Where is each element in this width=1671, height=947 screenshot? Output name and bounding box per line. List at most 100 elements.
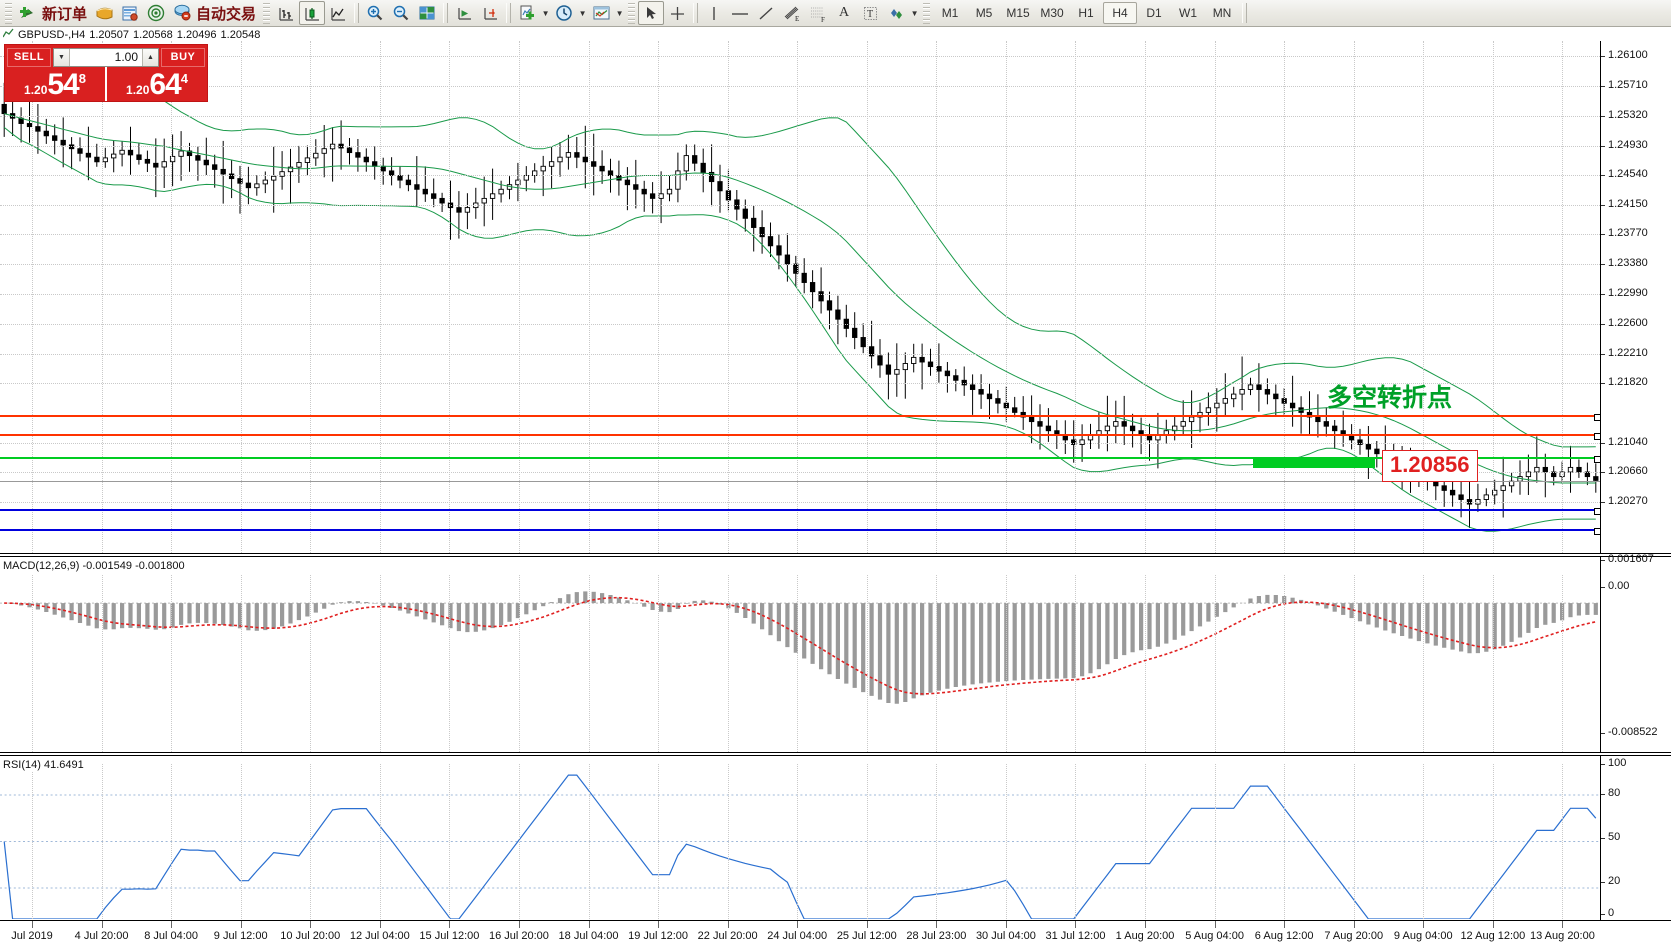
rsi-pane[interactable]: [0, 764, 1600, 919]
timeframe-m5[interactable]: M5: [975, 6, 993, 20]
objects-chevron-down-icon[interactable]: ▼: [910, 8, 919, 18]
grid-icon[interactable]: [414, 1, 440, 25]
sell-price-big: 54: [47, 68, 79, 101]
zoom-out-icon[interactable]: [388, 1, 414, 25]
svg-text:F: F: [821, 16, 825, 22]
expert-advisor-icon[interactable]: [169, 1, 195, 25]
price-axis-scale[interactable]: 1.26100 1.25710 1.25320 1.24930 1.24540 1.241…: [1600, 41, 1671, 553]
toolbar-grip[interactable]: [5, 2, 12, 24]
price-gridline: [0, 471, 1600, 473]
toolbar-separator-1: [354, 3, 360, 23]
new-order-icon[interactable]: [15, 1, 41, 25]
new-order-label[interactable]: 新订单: [42, 4, 88, 23]
buy-button[interactable]: BUY: [161, 47, 205, 67]
buy-price-display[interactable]: 1.20 64 4: [105, 67, 207, 101]
navigator-icon[interactable]: [143, 1, 169, 25]
timeframe-m15[interactable]: M15: [1006, 6, 1030, 20]
text-label-icon[interactable]: A: [838, 5, 850, 20]
time-gridline: [1562, 764, 1564, 919]
time-gridline: [379, 764, 381, 919]
objects-icon[interactable]: [883, 1, 909, 25]
templates-icon[interactable]: [588, 1, 614, 25]
time-gridline: [379, 41, 381, 553]
time-tick: [797, 921, 799, 928]
price-tick-label: 1.24930: [1608, 138, 1648, 151]
timeframe-m30[interactable]: M30: [1040, 6, 1064, 20]
time-tick: [32, 921, 33, 928]
time-gridline: [1075, 575, 1077, 752]
volume-increase-icon[interactable]: ▲: [142, 48, 158, 66]
toolbar-grip-4[interactable]: [923, 2, 931, 24]
time-tick: [240, 921, 242, 928]
timeframe-h4[interactable]: H4: [1103, 2, 1138, 24]
price-tick-label: 1.22990: [1608, 286, 1648, 299]
timeframe-w1[interactable]: W1: [1179, 6, 1198, 20]
toolbar-grip-2[interactable]: [263, 2, 271, 24]
price-tick: 1.22990: [1601, 287, 1671, 299]
level-line-1.21160[interactable]: [0, 432, 1601, 440]
time-axis[interactable]: Jul 2019 4 Jul 20:00 8 Jul 04:00 9 Jul 12:0…: [0, 920, 1671, 947]
chart-shift-icon[interactable]: [477, 1, 503, 25]
autotrading-label[interactable]: 自动交易: [196, 4, 257, 23]
period-icon[interactable]: [551, 1, 577, 25]
time-tick-label: 15 Jul 12:00: [419, 930, 480, 942]
macd-tick: 0.001607: [1601, 553, 1671, 565]
price-tick-label: 1.21040: [1608, 435, 1648, 448]
macd-pane[interactable]: [0, 575, 1600, 752]
timeframe-mn[interactable]: MN: [1212, 6, 1232, 20]
vline-icon[interactable]: [701, 1, 727, 25]
sell-button[interactable]: SELL: [7, 47, 51, 67]
timeframe-h1[interactable]: H1: [1078, 6, 1094, 20]
time-gridline: [936, 41, 938, 553]
volume-input[interactable]: 1.00: [114, 50, 138, 64]
period-chevron-down-icon[interactable]: ▼: [578, 8, 587, 18]
equidistant-channel-icon[interactable]: E: [779, 1, 805, 25]
add-indicator-chevron-down-icon[interactable]: ▼: [541, 8, 550, 18]
time-gridline: [518, 575, 520, 752]
rsi-axis-scale[interactable]: 100 80 50 20 0: [1600, 756, 1671, 920]
candlestick-chart-icon[interactable]: [299, 1, 326, 25]
time-gridline: [1005, 41, 1007, 553]
time-tick-label: 13 Aug 20:00: [1530, 930, 1595, 942]
time-gridline: [171, 575, 173, 752]
macd-chart-svg: [0, 591, 1600, 704]
templates-chevron-down-icon[interactable]: ▼: [615, 8, 624, 18]
timeframe-m1[interactable]: M1: [941, 6, 959, 20]
data-window-icon[interactable]: [117, 1, 143, 25]
crosshair-icon[interactable]: [664, 1, 690, 25]
zoom-in-icon[interactable]: [362, 1, 388, 25]
level-line-1.19920[interactable]: [0, 527, 1601, 535]
fibonacci-icon[interactable]: F: [805, 1, 831, 25]
macd-axis-scale[interactable]: 0.001607 0.00 -0.008522: [1600, 553, 1671, 752]
price-tick-label: 1.22210: [1608, 346, 1648, 359]
trendline-icon[interactable]: [753, 1, 779, 25]
add-indicator-icon[interactable]: [514, 1, 540, 25]
time-gridline: [171, 764, 173, 919]
level-line-1.20181[interactable]: [0, 507, 1601, 515]
timeframe-d1[interactable]: D1: [1146, 6, 1162, 20]
symbol-high: 1.20568: [133, 28, 173, 41]
time-tick: [727, 921, 729, 928]
time-gridline: [101, 575, 103, 752]
chart-glyph-icon: [2, 28, 14, 41]
line-chart-icon[interactable]: [325, 1, 351, 25]
price-gridline: [0, 442, 1600, 444]
rsi-tick-label: 0: [1608, 907, 1615, 919]
bar-chart-icon[interactable]: [273, 1, 299, 25]
price-pane[interactable]: [0, 41, 1600, 553]
auto-scroll-icon[interactable]: [451, 1, 477, 25]
hline-icon[interactable]: [727, 1, 753, 25]
chart-container[interactable]: 1.26100 1.25710 1.25320 1.24930 1.24540 1.241…: [0, 41, 1671, 947]
wallet-icon[interactable]: [91, 1, 117, 25]
sell-price-display[interactable]: 1.20 54 8: [5, 67, 105, 101]
time-gridline: [1005, 575, 1007, 752]
time-tick: [658, 921, 660, 928]
text-box-icon[interactable]: T: [857, 1, 883, 25]
toolbar-grip-3[interactable]: [628, 2, 636, 24]
volume-stepper[interactable]: ▼ 1.00 ▲: [53, 47, 159, 67]
cursor-icon[interactable]: [638, 1, 665, 25]
volume-decrease-icon[interactable]: ▼: [54, 48, 70, 66]
level-line-1.21408[interactable]: [0, 413, 1601, 421]
time-gridline: [1145, 41, 1147, 553]
price-tick-label: 1.24540: [1608, 168, 1648, 181]
